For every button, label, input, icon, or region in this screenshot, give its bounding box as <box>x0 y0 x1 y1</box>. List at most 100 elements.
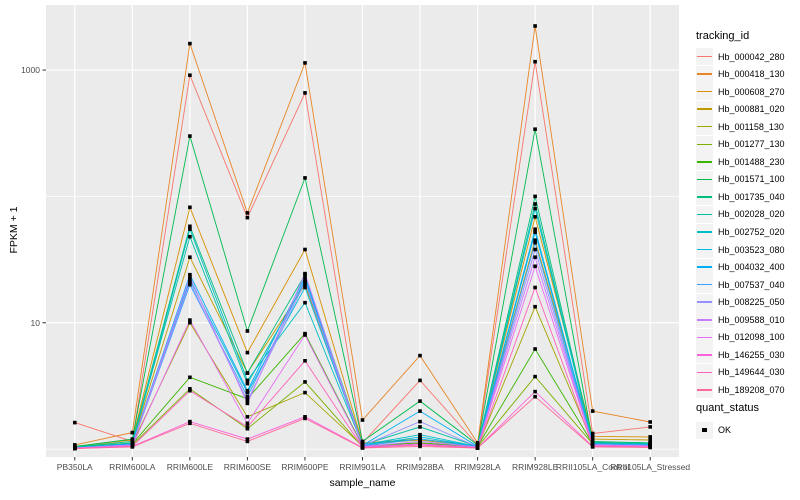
data-point <box>245 401 250 406</box>
data-point <box>533 202 537 206</box>
legend-item-label: Hb_001277_130 <box>718 139 785 150</box>
data-point <box>590 431 595 436</box>
data-point <box>303 282 307 287</box>
data-point <box>245 388 250 393</box>
legend-line-swatch <box>697 301 712 303</box>
data-point <box>303 380 307 384</box>
data-point <box>245 397 250 401</box>
legend-item: Hb_004032_400 <box>696 258 785 276</box>
data-point <box>533 59 537 64</box>
legend-line-swatch <box>697 73 712 75</box>
data-point <box>360 446 365 450</box>
legend-item-label: Hb_004032_400 <box>718 262 785 273</box>
data-point <box>533 255 537 259</box>
data-point <box>245 215 250 220</box>
legend-item: Hb_009588_010 <box>696 311 785 329</box>
legend-key <box>696 276 713 294</box>
data-point <box>533 227 537 231</box>
data-point <box>648 445 652 450</box>
data-point <box>418 399 422 403</box>
data-point <box>130 430 135 435</box>
data-point <box>188 134 192 138</box>
legend-line-swatch <box>697 213 712 216</box>
legend-item: Hb_189208_070 <box>696 381 785 399</box>
legend-item: Hb_002028_020 <box>696 205 785 223</box>
legend-item-label: Hb_007537_040 <box>718 279 785 290</box>
data-point <box>245 425 250 429</box>
y-tick-label: 10 <box>30 317 40 328</box>
legend-key <box>696 153 713 171</box>
data-point <box>188 227 192 231</box>
data-point <box>533 127 537 131</box>
legend-key <box>696 188 713 206</box>
data-point <box>188 73 192 77</box>
data-point <box>648 420 652 424</box>
legend-key <box>696 48 713 65</box>
legend-item-label: Hb_149644_030 <box>718 367 785 378</box>
data-point <box>303 176 307 180</box>
data-point <box>303 416 307 421</box>
legend-line-swatch <box>697 354 712 356</box>
legend-line-swatch <box>697 336 712 339</box>
data-point <box>533 206 537 211</box>
legend-item: Hb_000881_020 <box>696 100 785 118</box>
data-point <box>533 264 537 269</box>
data-point <box>130 437 135 441</box>
data-point <box>590 445 595 449</box>
data-point <box>73 446 77 451</box>
legend-line-swatch <box>697 90 712 93</box>
data-point <box>245 399 250 403</box>
data-point <box>245 439 250 444</box>
data-point <box>303 300 307 305</box>
x-tick-label: RRII105LA_Control <box>555 462 630 472</box>
data-point <box>418 435 422 439</box>
data-point <box>418 409 422 413</box>
data-point <box>418 444 422 449</box>
legend-item: Hb_001488_230 <box>696 153 785 171</box>
data-point <box>245 415 250 419</box>
legend-item-label: Hb_002752_020 <box>718 227 785 237</box>
data-point <box>188 320 192 325</box>
legend-item: Hb_001277_130 <box>696 135 785 153</box>
data-point <box>245 394 250 399</box>
data-point <box>245 378 250 383</box>
legend-key <box>696 328 713 346</box>
data-point <box>590 434 595 439</box>
legend-line-swatch <box>697 125 712 128</box>
data-point <box>130 445 135 449</box>
data-point <box>303 390 307 395</box>
data-point <box>533 230 537 235</box>
x-tick-label: RRIM928LE <box>511 462 559 472</box>
legend-key <box>696 421 713 439</box>
data-point <box>590 409 595 413</box>
data-point <box>533 194 537 199</box>
legend-title-quant-status: quant_status <box>696 402 759 414</box>
data-point <box>533 247 537 252</box>
legend-key <box>696 135 713 153</box>
x-axis-title: sample_name <box>329 477 396 489</box>
legend-key <box>696 118 713 136</box>
legend-key <box>696 83 713 101</box>
legend-line-swatch <box>697 389 712 391</box>
data-point <box>303 275 307 279</box>
data-point <box>533 394 537 399</box>
legend-key <box>696 223 713 241</box>
legend-key <box>696 65 713 83</box>
data-point <box>245 437 250 441</box>
legend-item: Hb_008225_050 <box>696 293 785 311</box>
x-tick-label: RRIM600SE <box>223 462 272 472</box>
legend-line-swatch <box>697 178 712 181</box>
data-point <box>188 41 192 46</box>
data-point <box>245 329 250 333</box>
data-point <box>303 91 307 95</box>
legend-item-label: Hb_009588_010 <box>718 314 785 325</box>
legend-item-label: Hb_001571_100 <box>718 174 785 185</box>
data-point <box>533 389 537 394</box>
data-point <box>303 285 307 290</box>
data-point <box>533 304 537 309</box>
data-point <box>533 347 537 351</box>
data-point <box>648 435 652 439</box>
legend-line-swatch <box>697 231 712 233</box>
x-tick-label: PB350LA <box>56 462 93 472</box>
legend-line-swatch <box>697 371 712 374</box>
